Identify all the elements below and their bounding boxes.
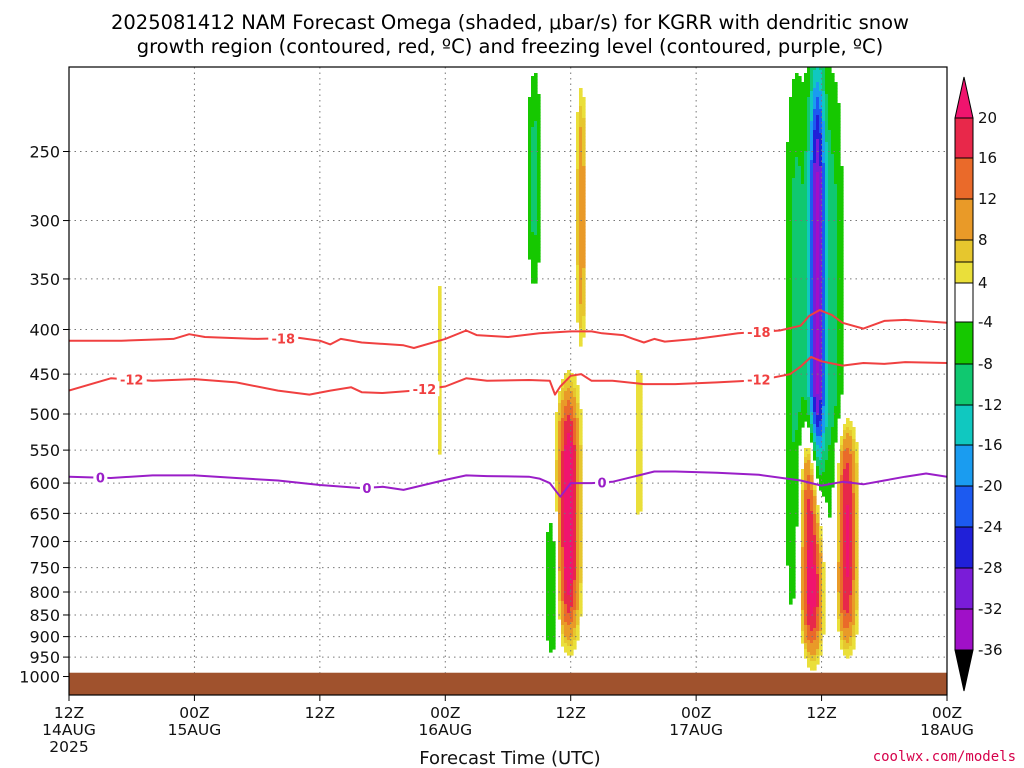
gridlines bbox=[69, 67, 947, 673]
plot-frame bbox=[68, 66, 948, 696]
y-tick-label: 750 bbox=[29, 559, 60, 578]
y-tick-label: 250 bbox=[29, 143, 60, 162]
colorbar-swatch bbox=[954, 321, 974, 365]
credit-text: coolwx.com/models bbox=[873, 749, 1016, 765]
contour-label-bg bbox=[743, 323, 774, 339]
colorbar-label: -28 bbox=[978, 559, 1003, 577]
colorbar-label: -36 bbox=[978, 641, 1003, 659]
colorbar-label: 16 bbox=[978, 149, 997, 167]
x-tick-label: 15AUG bbox=[168, 721, 222, 739]
contour-label-bg bbox=[409, 381, 440, 397]
colorbar-label: 12 bbox=[978, 190, 997, 208]
colorbar-label: -24 bbox=[978, 518, 1003, 536]
x-axis-label: Forecast Time (UTC) bbox=[419, 748, 600, 768]
y-tick-label: 600 bbox=[29, 474, 60, 493]
contour-line-0 bbox=[69, 470, 947, 498]
x-tick-label: 00Z bbox=[932, 704, 962, 722]
x-tick-label: 00Z bbox=[179, 704, 209, 722]
title-line-2: growth region (contoured, red, ºC) and f… bbox=[137, 35, 884, 58]
contour-label: 0 bbox=[96, 472, 105, 487]
title-line-1: 2025081412 NAM Forecast Omega (shaded, μ… bbox=[111, 11, 909, 34]
colorbar-swatch bbox=[954, 239, 974, 263]
contour-label: -18 bbox=[272, 332, 296, 347]
x-tick-label: 12Z bbox=[54, 704, 84, 722]
y-tick-label: 300 bbox=[29, 212, 60, 231]
x-tick-label: 17AUG bbox=[669, 721, 723, 739]
colorbar-label: 20 bbox=[978, 109, 997, 127]
ground-fill bbox=[69, 672, 947, 695]
x-tick-label: 12Z bbox=[556, 704, 586, 722]
contour-label-bg bbox=[268, 330, 299, 346]
contour-line--12 bbox=[69, 355, 947, 396]
y-tick-label: 800 bbox=[29, 583, 60, 602]
contour-label: 0 bbox=[598, 476, 607, 491]
y-tick-label: 950 bbox=[29, 648, 60, 667]
colorbar-label: -32 bbox=[978, 600, 1003, 618]
colorbar-label: -20 bbox=[978, 477, 1003, 495]
contour-line--18 bbox=[69, 309, 947, 349]
colorbar-label: 4 bbox=[978, 274, 988, 292]
x-tick-label: 12Z bbox=[806, 704, 836, 722]
title: 2025081412 NAM Forecast Omega (shaded, μ… bbox=[111, 11, 909, 58]
ground-below-surface bbox=[69, 672, 947, 695]
colorbar-label: -4 bbox=[978, 313, 993, 331]
contour-label: 0 bbox=[362, 482, 371, 497]
y-tick-label: 850 bbox=[29, 606, 60, 625]
x-tick-label: 00Z bbox=[430, 704, 460, 722]
contour-label-bg bbox=[595, 474, 610, 490]
x-tick-label: 00Z bbox=[681, 704, 711, 722]
contour-label: -12 bbox=[413, 383, 437, 398]
colorbar: 20 16 12 8 4 -4 -8 -12 -16 -20 -24 -28 -32 -36 bbox=[954, 76, 1003, 692]
colorbar-swatch bbox=[954, 363, 974, 406]
colorbar-label: -8 bbox=[978, 355, 993, 373]
y-tick-label: 500 bbox=[29, 405, 60, 424]
contour-label: -12 bbox=[747, 374, 771, 389]
contour-label-bg bbox=[743, 371, 774, 387]
colorbar-swatch bbox=[954, 567, 974, 610]
colorbar-swatch bbox=[954, 526, 974, 569]
colorbar-label: -16 bbox=[978, 436, 1003, 454]
y-tick-label: 450 bbox=[29, 365, 60, 384]
contours: -18 -18 -12 -12 -12 0 0 0 bbox=[69, 309, 947, 498]
y-tick-label: 550 bbox=[29, 441, 60, 460]
contour-label-bg bbox=[93, 469, 108, 485]
contour-label: -18 bbox=[747, 326, 771, 341]
colorbar-swatch bbox=[954, 608, 974, 651]
x-tick-label: 2025 bbox=[49, 738, 88, 756]
colorbar-swatch bbox=[954, 485, 974, 528]
contour-label-bg bbox=[359, 479, 374, 495]
x-tick-label: 14AUG bbox=[42, 721, 96, 739]
colorbar-top-arrow bbox=[954, 76, 974, 119]
colorbar-swatch bbox=[954, 282, 974, 323]
y-tick-label: 900 bbox=[29, 628, 60, 647]
colorbar-label: 8 bbox=[978, 231, 988, 249]
colorbar-swatch bbox=[954, 157, 974, 200]
x-tick-label: 18AUG bbox=[920, 721, 974, 739]
y-axis-pressure: 250 300 350 400 450 500 550 600 650 700 750 800 850 9… bbox=[19, 143, 69, 687]
colorbar-swatch bbox=[954, 117, 974, 159]
y-tick-label: 1000 bbox=[19, 668, 60, 687]
colorbar-label: -12 bbox=[978, 396, 1003, 414]
omega-shading bbox=[438, 67, 859, 671]
x-tick-label: 16AUG bbox=[418, 721, 472, 739]
y-tick-label: 650 bbox=[29, 504, 60, 523]
contour-label-bg bbox=[116, 371, 147, 387]
y-tick-label: 400 bbox=[29, 321, 60, 340]
colorbar-swatch bbox=[954, 444, 974, 487]
x-tick-label: 12Z bbox=[305, 704, 335, 722]
colorbar-swatch bbox=[954, 404, 974, 446]
colorbar-swatch bbox=[954, 198, 974, 241]
colorbar-swatch bbox=[954, 261, 974, 284]
contour-label: -12 bbox=[120, 374, 144, 389]
y-tick-label: 700 bbox=[29, 532, 60, 551]
colorbar-bottom-arrow bbox=[954, 649, 974, 692]
y-tick-label: 350 bbox=[29, 270, 60, 289]
